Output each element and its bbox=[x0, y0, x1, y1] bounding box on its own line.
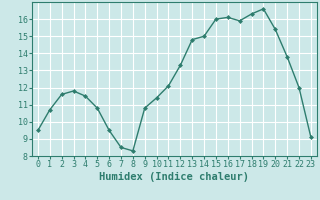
X-axis label: Humidex (Indice chaleur): Humidex (Indice chaleur) bbox=[100, 172, 249, 182]
